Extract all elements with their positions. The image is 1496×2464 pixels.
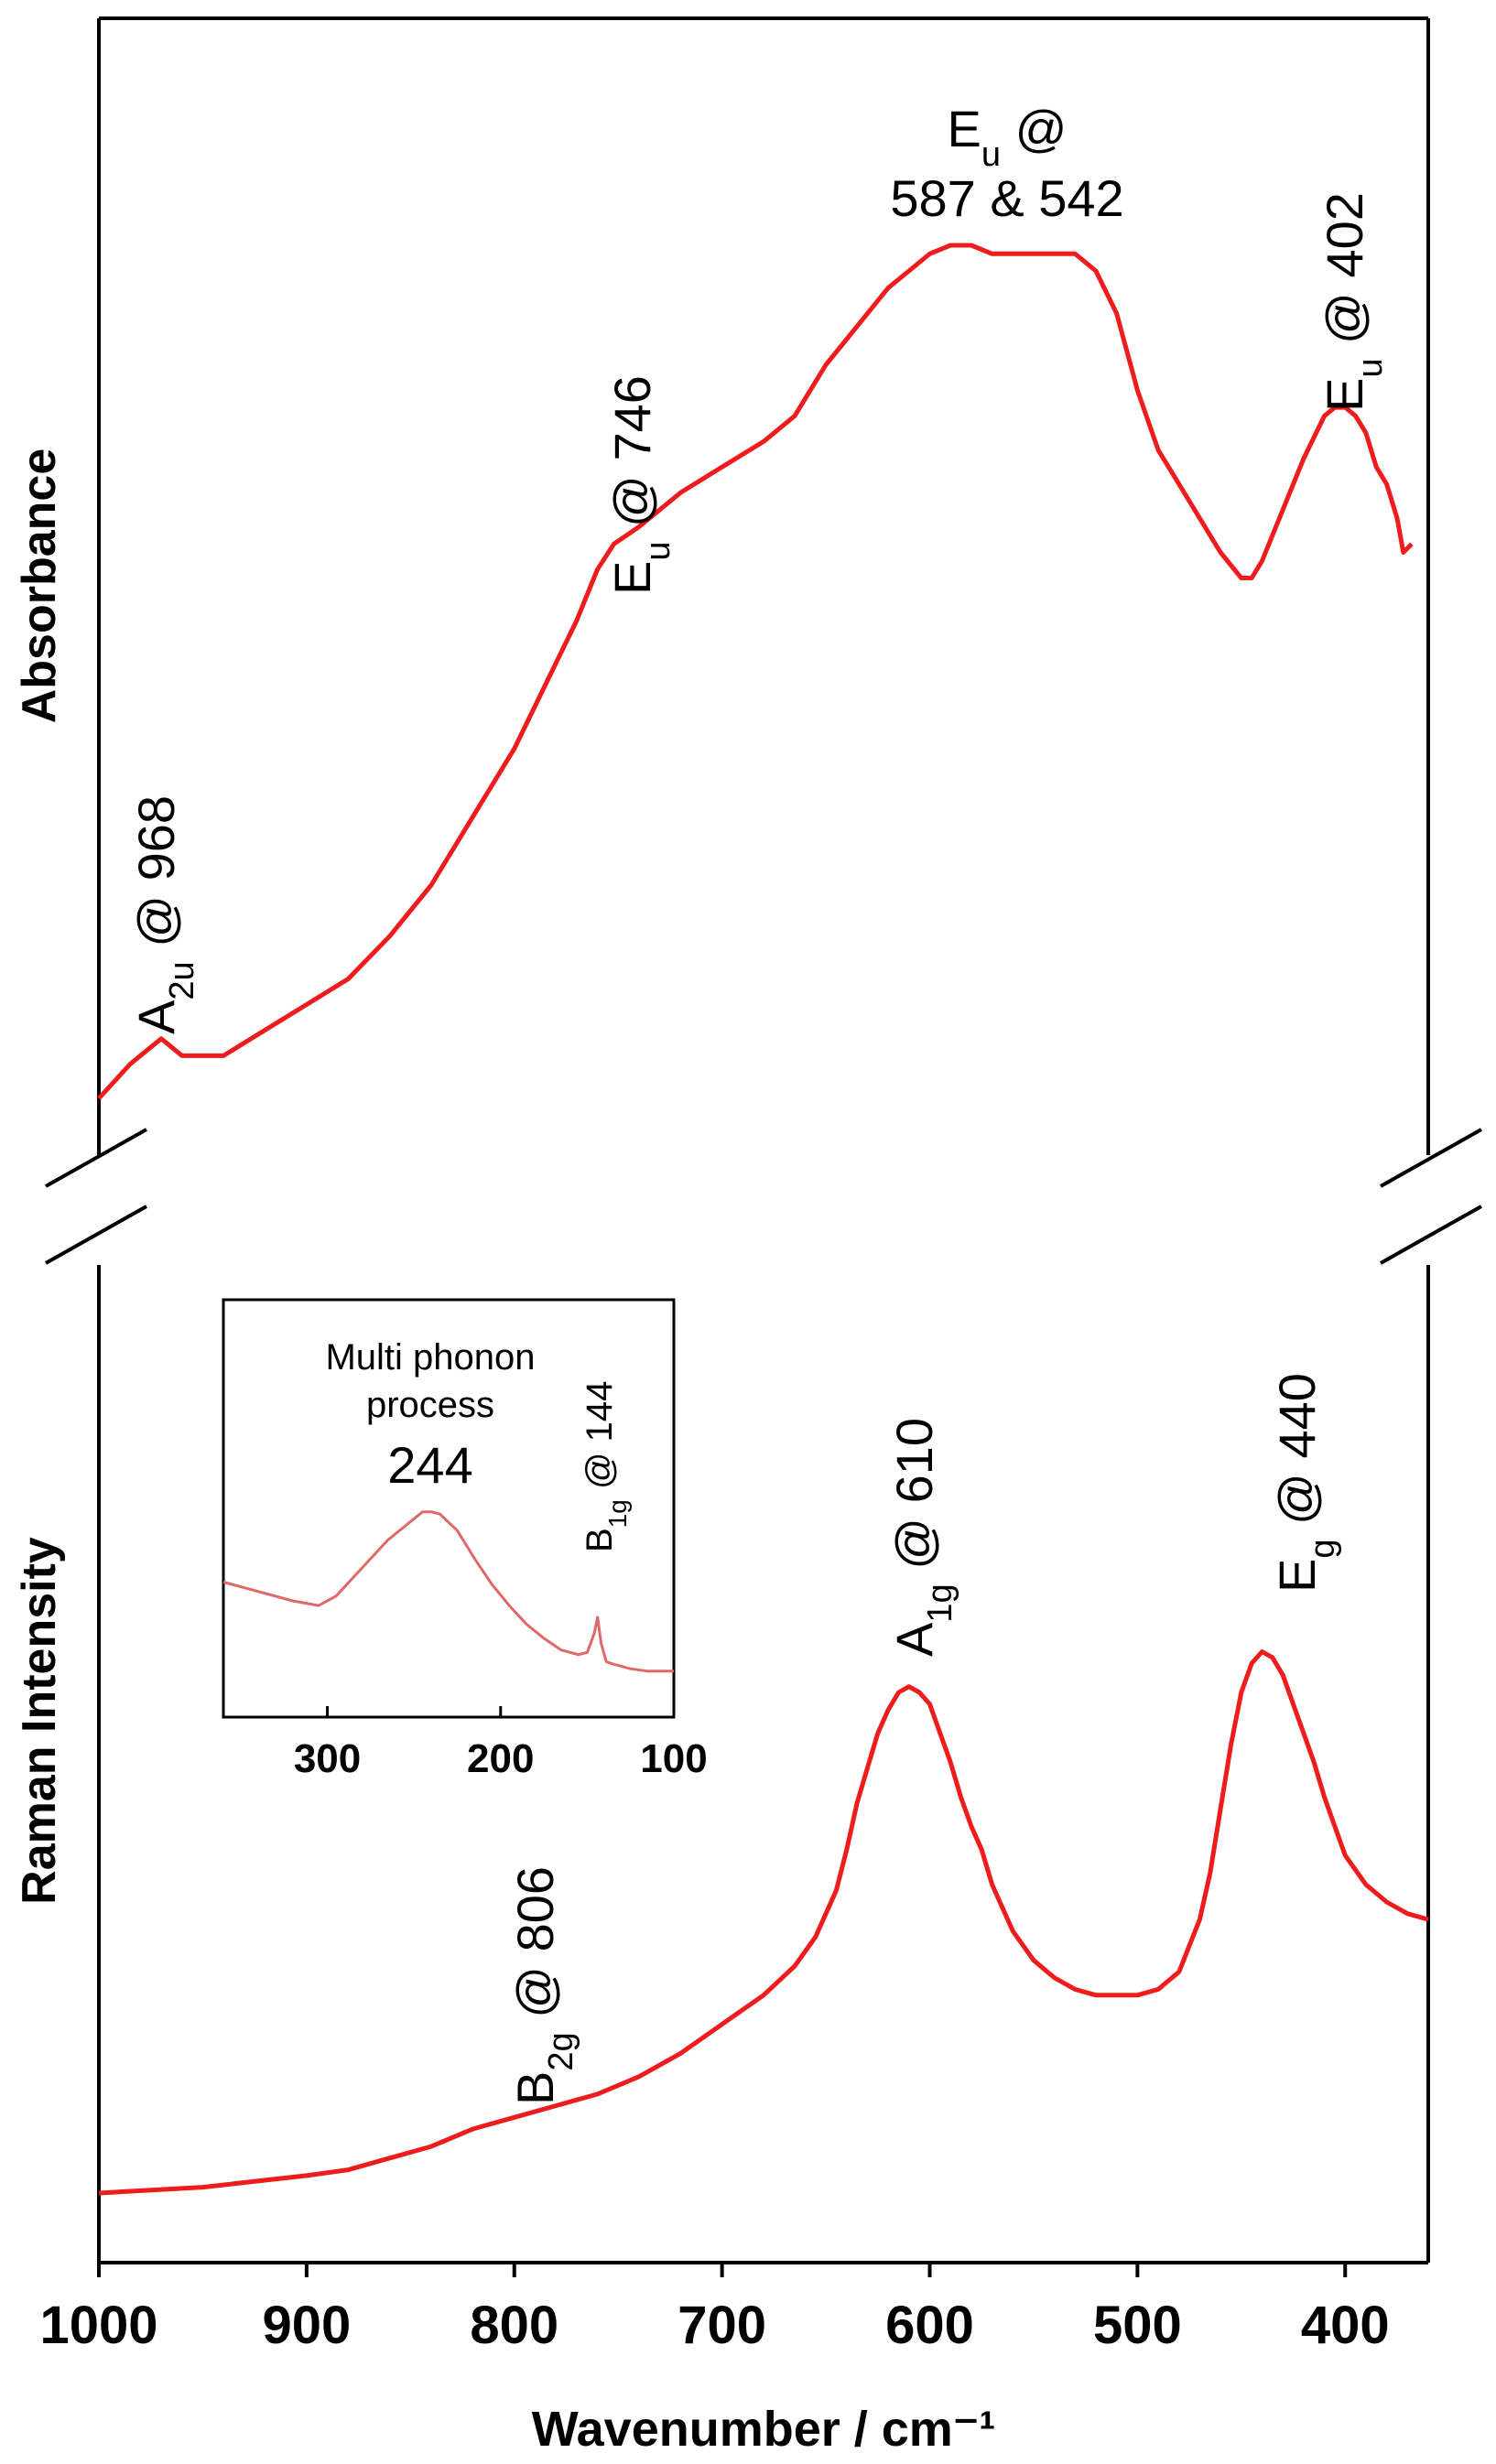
inset-annotation-b1g-144: B1g @ 144	[580, 1381, 632, 1552]
annotation-eu587-main: E	[948, 100, 981, 157]
annotation-eu-402: Eu @ 402	[1316, 192, 1390, 412]
inset-tick-label-300: 300	[294, 1736, 361, 1781]
annotation-b2g-sub: 2g	[542, 2032, 580, 2070]
inset-frame	[222, 1298, 676, 1719]
annotation-eu-746: Eu @ 746	[603, 375, 678, 595]
inset-plot: Multi phonon process 244 B1g @ 144 300 20…	[222, 1298, 708, 1781]
annotation-eu402-sub: u	[1351, 359, 1390, 378]
annotation-a2u-sub: 2u	[163, 961, 201, 1000]
inset-title-line1: Multi phonon	[325, 1337, 535, 1378]
y-axis-title-raman: Raman Intensity	[13, 1537, 66, 1905]
inset-x-ticks: 300 200 100	[294, 1706, 708, 1781]
x-tick-label-1000: 1000	[39, 2296, 157, 2355]
annotation-eu587-rest: @	[1001, 100, 1067, 157]
x-tick-label-700: 700	[678, 2296, 766, 2355]
annotation-eu-587-line1: Eu @	[948, 100, 1068, 174]
annotation-a1g-rest: @ 610	[885, 1418, 943, 1583]
inset-tick-label-200: 200	[467, 1736, 534, 1781]
plot-frame	[45, 16, 1482, 2264]
inset-title-line2: process	[366, 1385, 494, 1425]
annotation-eg-sub: g	[1304, 1540, 1342, 1559]
x-axis-ticks: 1000 900 800 700 600 500 400	[39, 2263, 1390, 2355]
inset-b1g-rest: @ 144	[580, 1381, 620, 1500]
annotation-eg-rest: @ 440	[1268, 1373, 1326, 1539]
inset-series-line	[222, 1510, 674, 1673]
annotation-b2g-rest: @ 806	[506, 1866, 564, 2032]
annotation-b2g-main: B	[506, 2071, 564, 2105]
axis-break-left-upper	[45, 1128, 147, 1188]
x-tick-label-500: 500	[1093, 2296, 1182, 2355]
x-axis-title: Wavenumber / cm⁻¹	[532, 2402, 996, 2457]
inset-tick-label-100: 100	[640, 1736, 707, 1781]
axis-break-left-lower	[45, 1205, 147, 1265]
annotation-a1g-610: A1g @ 610	[885, 1418, 959, 1657]
y-axis-title-absorbance: Absorbance	[13, 448, 66, 724]
ir-series-line	[97, 243, 1414, 1100]
inset-b1g-sub: 1g	[603, 1499, 632, 1528]
annotation-eg-440: Eg @ 440	[1268, 1373, 1342, 1593]
x-tick-label-900: 900	[262, 2296, 351, 2355]
annotation-eu746-rest: @ 746	[603, 375, 661, 541]
annotation-eu746-sub: u	[639, 542, 678, 561]
annotation-eu402-main: E	[1316, 378, 1373, 412]
annotation-eg-main: E	[1268, 1559, 1326, 1593]
x-tick-label-800: 800	[470, 2296, 558, 2355]
annotation-eu-587-line2: 587 & 542	[890, 169, 1123, 227]
annotation-a1g-sub: 1g	[921, 1583, 959, 1622]
inset-peak-label-244: 244	[387, 1436, 472, 1494]
x-tick-label-600: 600	[885, 2296, 974, 2355]
annotation-a2u-main: A	[127, 1000, 185, 1034]
inset-b1g-main: B	[580, 1528, 620, 1552]
axis-break-right-lower	[1380, 1205, 1482, 1265]
annotation-eu746-main: E	[603, 561, 661, 595]
raman-series-line	[98, 1649, 1429, 2196]
axis-break-right-upper	[1380, 1128, 1482, 1188]
annotation-a2u-rest: @ 968	[127, 795, 185, 961]
annotation-a1g-main: A	[885, 1622, 943, 1657]
annotation-a2u-968: A2u @ 968	[127, 795, 201, 1034]
x-tick-label-400: 400	[1301, 2296, 1390, 2355]
annotation-eu587-sub: u	[981, 135, 1001, 174]
annotation-eu402-rest: @ 402	[1316, 192, 1373, 358]
annotation-b2g-806: B2g @ 806	[506, 1866, 580, 2105]
